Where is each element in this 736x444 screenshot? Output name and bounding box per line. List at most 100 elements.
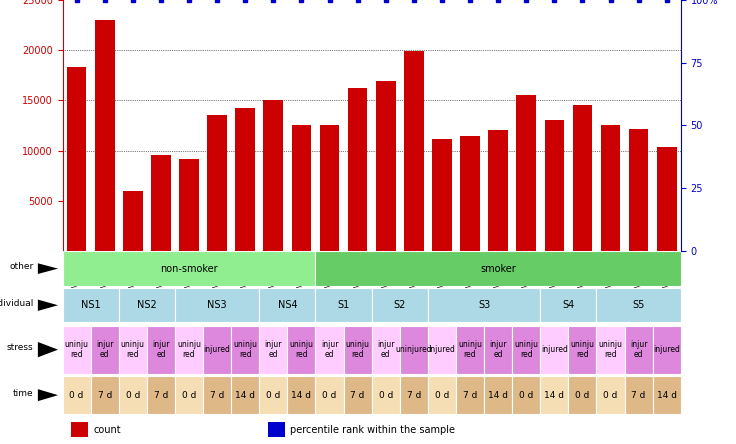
Bar [71,422,88,437]
Bar [568,325,596,374]
Text: 14 d: 14 d [291,391,311,400]
Text: 0 d: 0 d [126,391,140,400]
Bar [95,20,115,251]
Bar [259,325,287,374]
Bar [151,155,171,251]
Text: uninjured: uninjured [395,345,432,354]
Text: injur
ed: injur ed [489,340,507,359]
Bar [601,126,620,251]
Text: 14 d: 14 d [545,391,565,400]
Text: 7 d: 7 d [154,391,168,400]
Text: other: other [10,262,34,271]
Bar [316,377,344,414]
Bar [625,325,653,374]
Text: individual: individual [0,299,34,308]
Bar [118,325,147,374]
Text: 14 d: 14 d [236,391,255,400]
Bar [488,131,508,251]
Text: uninju
red: uninju red [121,340,145,359]
Bar [568,377,596,414]
Bar [268,422,285,437]
Text: S3: S3 [478,300,490,310]
Text: NS2: NS2 [137,300,157,310]
Text: injur
ed: injur ed [377,340,394,359]
Bar [540,377,568,414]
Text: injur
ed: injur ed [264,340,282,359]
Bar [596,288,681,322]
Polygon shape [38,300,58,311]
Bar [484,377,512,414]
Bar [203,325,231,374]
Text: uninju
red: uninju red [233,340,257,359]
Bar [400,325,428,374]
Bar [456,325,484,374]
Bar [236,108,255,251]
Bar [596,377,625,414]
Bar [428,325,456,374]
Bar [348,88,367,251]
Text: 0 d: 0 d [519,391,534,400]
Text: 14 d: 14 d [488,391,508,400]
Bar [259,288,316,322]
Text: 0 d: 0 d [576,391,590,400]
Bar [629,130,648,251]
Text: NS3: NS3 [208,300,227,310]
Bar [63,288,118,322]
Bar [67,67,86,251]
Text: percentile rank within the sample: percentile rank within the sample [290,424,455,435]
Text: injured: injured [541,345,567,354]
Text: 7 d: 7 d [463,391,477,400]
Text: uninju
red: uninju red [65,340,88,359]
Text: S5: S5 [632,300,645,310]
Bar [404,51,424,251]
Text: uninju
red: uninju red [289,340,314,359]
Bar [432,139,452,251]
Text: 7 d: 7 d [407,391,421,400]
Bar [512,377,540,414]
Bar [175,377,203,414]
Bar [291,126,311,251]
Bar [316,251,681,286]
Bar [460,136,480,251]
Text: 0 d: 0 d [322,391,336,400]
Text: 0 d: 0 d [378,391,393,400]
Text: uninju
red: uninju red [598,340,623,359]
Text: injur
ed: injur ed [630,340,648,359]
Bar [147,377,175,414]
Bar [428,377,456,414]
Text: 0 d: 0 d [182,391,197,400]
Text: 7 d: 7 d [631,391,645,400]
Text: injur
ed: injur ed [321,340,339,359]
Bar [545,120,565,251]
Bar [653,325,681,374]
Bar [316,288,372,322]
Text: 14 d: 14 d [657,391,676,400]
Bar [428,288,540,322]
Bar [319,126,339,251]
Bar [456,377,484,414]
Text: uninju
red: uninju red [458,340,482,359]
Bar [287,377,316,414]
Bar [91,325,118,374]
Bar [400,377,428,414]
Bar [344,377,372,414]
Bar [287,325,316,374]
Text: 7 d: 7 d [350,391,365,400]
Polygon shape [38,342,58,357]
Text: stress: stress [7,343,34,352]
Bar [175,288,259,322]
Text: smoker: smoker [481,264,516,274]
Text: 0 d: 0 d [69,391,84,400]
Bar [512,325,540,374]
Text: non-smoker: non-smoker [160,264,218,274]
Bar [123,190,143,251]
Bar [540,325,568,374]
Bar [484,325,512,374]
Text: injur
ed: injur ed [152,340,170,359]
Bar [208,115,227,251]
Text: injur
ed: injur ed [96,340,113,359]
Text: 7 d: 7 d [98,391,112,400]
Bar [203,377,231,414]
Text: 0 d: 0 d [266,391,280,400]
Text: injured: injured [204,345,230,354]
